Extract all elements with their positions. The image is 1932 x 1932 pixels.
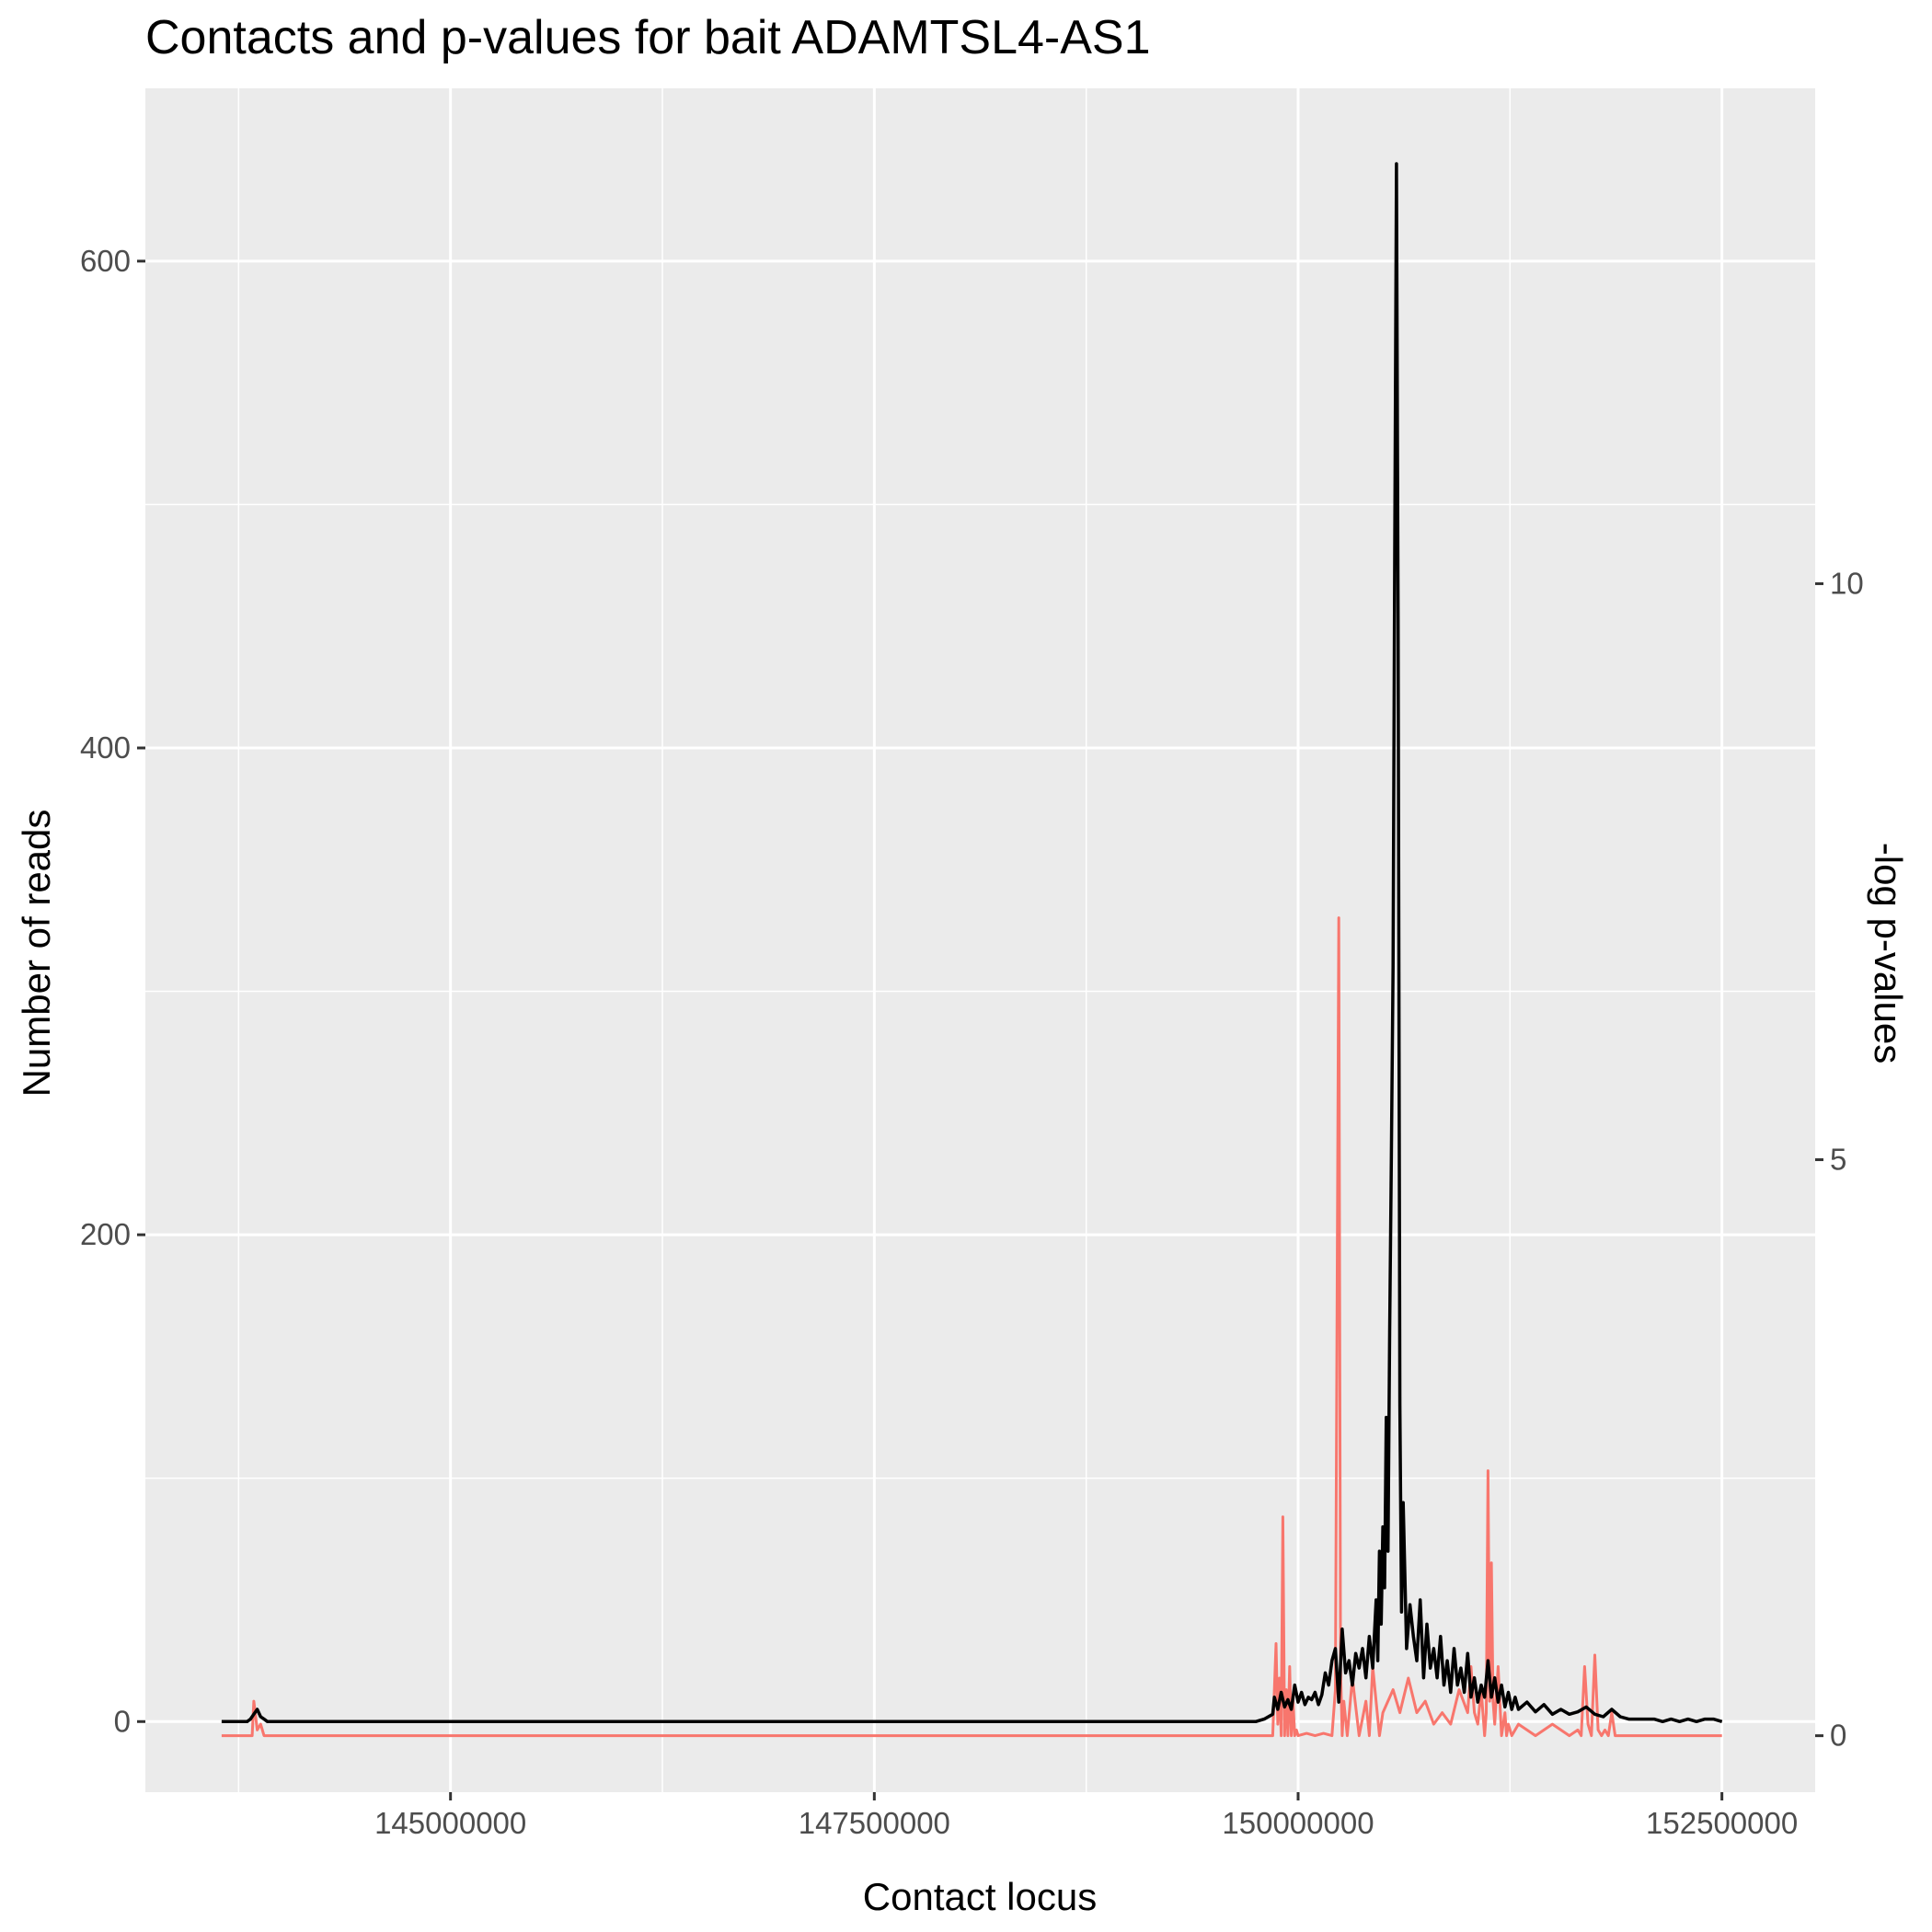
x-tick-label: 152500000 bbox=[1646, 1806, 1798, 1840]
neg-log-pvalue-line bbox=[221, 916, 1722, 1738]
y2-tick-label: 10 bbox=[1830, 566, 1864, 600]
chart-title: Contacts and p-values for bait ADAMTSL4-… bbox=[145, 11, 1151, 64]
read-count-line bbox=[221, 162, 1723, 1724]
y-tick-label: 600 bbox=[80, 244, 131, 278]
x-axis-title: Contact locus bbox=[863, 1875, 1097, 1918]
y-tick-label: 200 bbox=[80, 1217, 131, 1251]
plot-panel-background bbox=[145, 88, 1815, 1792]
x-tick-label: 150000000 bbox=[1222, 1806, 1374, 1840]
y-tick-label: 400 bbox=[80, 730, 131, 765]
x-tick-label: 145000000 bbox=[374, 1806, 526, 1840]
y2-tick-label: 5 bbox=[1830, 1143, 1846, 1177]
x-tick-label: 147500000 bbox=[799, 1806, 950, 1840]
y-tick-label: 0 bbox=[114, 1704, 131, 1738]
y2-tick-label: 0 bbox=[1830, 1719, 1846, 1753]
y-axis-title: Number of reads bbox=[15, 810, 58, 1098]
y2-axis-title: -log p-values bbox=[1867, 843, 1910, 1064]
